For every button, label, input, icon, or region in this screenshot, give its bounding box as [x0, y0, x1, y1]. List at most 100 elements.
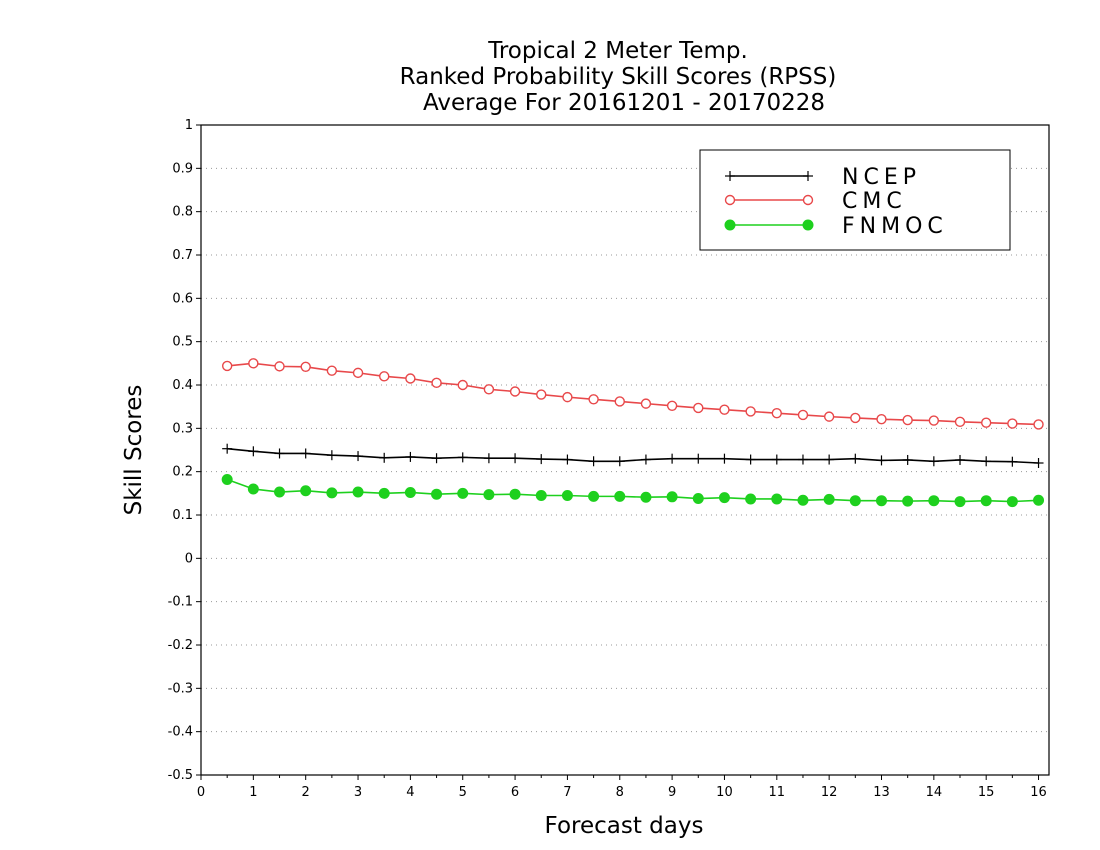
data-point-cmc	[797, 409, 809, 421]
data-point-fnmoc	[561, 490, 573, 501]
series-fnmoc	[221, 473, 1045, 508]
data-point-cmc	[457, 379, 468, 391]
x-tick-label: 0	[197, 785, 205, 800]
y-tick-label: -0.2	[168, 638, 193, 653]
x-tick-label: 14	[926, 785, 943, 800]
data-point-ncep	[850, 453, 861, 464]
data-point-cmc	[1033, 419, 1044, 430]
data-point-fnmoc	[535, 490, 547, 501]
data-point-ncep	[614, 456, 625, 467]
y-tick-label: 0.8	[172, 205, 193, 220]
data-point-ncep	[1033, 458, 1044, 468]
data-point-cmc	[509, 386, 521, 397]
y-axis-title: Skill Scores	[121, 385, 147, 516]
data-point-ncep	[248, 446, 259, 457]
data-point-ncep	[824, 454, 835, 465]
data-point-fnmoc	[875, 495, 887, 507]
data-point-ncep	[457, 452, 468, 463]
data-point-ncep	[693, 453, 704, 464]
data-point-ncep	[1007, 456, 1018, 467]
data-point-ncep	[562, 454, 573, 465]
data-point-ncep	[300, 448, 311, 459]
y-tick-label: -0.3	[168, 681, 193, 696]
x-tick-label: 15	[978, 785, 995, 800]
plot-frame	[200, 124, 1050, 776]
series-ncep	[222, 443, 1044, 468]
data-point-cmc	[640, 398, 652, 409]
data-point-cmc	[876, 414, 887, 425]
data-point-fnmoc	[718, 492, 730, 504]
data-point-ncep	[510, 453, 521, 464]
data-point-fnmoc	[274, 486, 286, 498]
chart-title-line-1: Tropical 2 Meter Temp.	[487, 38, 748, 64]
data-point-cmc	[928, 415, 940, 426]
axes: 1 0.9 0.8 0.7 0.6 0.5 0.4 0.3 0.2 0.1 0 -0.1 -0.2 -0.…	[168, 118, 1050, 800]
data-point-cmc	[431, 377, 442, 389]
y-tick-label: 0.9	[172, 161, 193, 176]
data-point-cmc	[326, 365, 338, 376]
data-point-ncep	[483, 453, 494, 464]
data-point-fnmoc	[483, 489, 495, 501]
series-line-fnmoc	[226, 478, 1039, 503]
legend-marker-ncep	[725, 171, 735, 181]
legend-marker-fnmoc	[724, 219, 736, 231]
series-line-cmc	[227, 362, 1039, 426]
data-point-ncep	[431, 453, 442, 464]
legend-item-cmc: CMC	[724, 189, 902, 214]
x-tick-label: 11	[769, 785, 786, 800]
data-point-fnmoc	[352, 486, 364, 498]
data-point-cmc	[536, 389, 547, 400]
data-point-ncep	[379, 452, 390, 463]
legend-item-fnmoc: FNMOC	[724, 214, 943, 239]
legend-marker-cmc	[802, 194, 814, 206]
data-point-ncep	[667, 453, 678, 464]
y-tick-label: 0.3	[172, 421, 193, 436]
data-point-cmc	[248, 358, 259, 369]
data-point-cmc	[352, 367, 364, 379]
data-point-fnmoc	[300, 485, 312, 497]
data-point-fnmoc	[588, 490, 600, 502]
data-point-ncep	[745, 454, 756, 465]
data-point-ncep	[902, 454, 913, 465]
data-point-cmc	[771, 407, 783, 419]
data-point-ncep	[536, 454, 547, 465]
data-point-ncep	[955, 454, 966, 465]
data-point-fnmoc	[771, 493, 783, 505]
x-tick-label: 8	[616, 785, 624, 800]
data-point-fnmoc	[928, 495, 940, 507]
y-tick-label: 0.7	[172, 248, 193, 263]
data-point-cmc	[719, 404, 730, 415]
data-point-cmc	[274, 361, 285, 372]
x-axis-title: Forecast days	[545, 813, 704, 839]
y-tick-label: 0.5	[172, 335, 193, 350]
data-point-fnmoc	[457, 487, 469, 499]
data-point-fnmoc	[902, 495, 914, 507]
x-tick-label: 10	[716, 785, 733, 800]
data-point-cmc	[221, 360, 233, 372]
x-tick-label: 9	[668, 785, 676, 800]
data-point-fnmoc	[378, 487, 390, 499]
data-point-cmc	[902, 414, 913, 426]
data-point-cmc	[666, 400, 678, 411]
data-point-fnmoc	[640, 491, 652, 503]
data-point-fnmoc	[980, 495, 992, 507]
data-point-fnmoc	[221, 473, 233, 485]
y-tick-label: 0.4	[172, 378, 193, 393]
y-tick-label: -0.1	[168, 595, 193, 610]
data-point-ncep	[928, 456, 939, 467]
y-tick-label: -0.5	[168, 768, 193, 783]
x-tick-label: 12	[821, 785, 838, 800]
data-point-cmc	[823, 411, 835, 422]
data-point-fnmoc	[326, 487, 338, 499]
data-point-cmc	[405, 373, 416, 384]
x-tick-label: 16	[1030, 785, 1047, 800]
x-tick-label: 7	[563, 785, 571, 800]
data-point-ncep	[797, 454, 808, 465]
data-point-ncep	[719, 453, 730, 464]
data-point-cmc	[980, 417, 992, 428]
data-point-ncep	[353, 451, 364, 462]
legend-item-ncep: NCEP	[725, 165, 916, 190]
data-point-fnmoc	[431, 488, 443, 500]
